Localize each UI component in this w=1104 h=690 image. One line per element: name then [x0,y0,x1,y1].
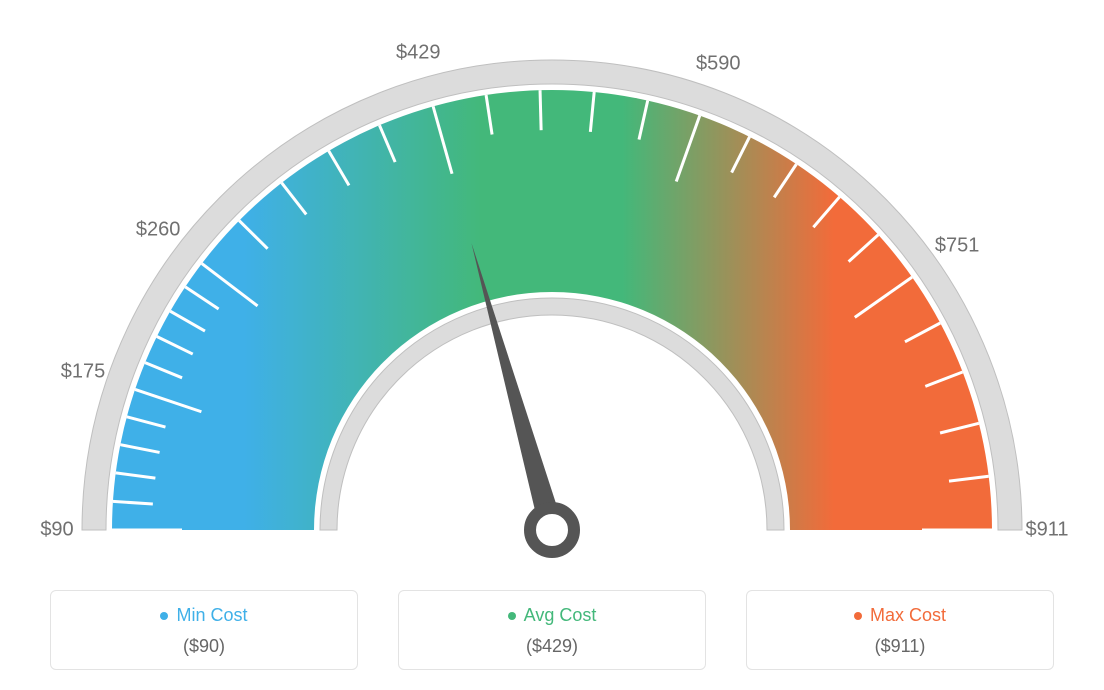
tick-label: $175 [61,360,106,383]
legend-value: ($90) [61,636,347,657]
legend-row: Min Cost ($90) Avg Cost ($429) Max Cost … [50,590,1054,670]
legend-title-avg: Avg Cost [508,605,597,626]
dot-icon [160,612,168,620]
tick-label: $429 [396,42,441,65]
legend-card-avg: Avg Cost ($429) [398,590,706,670]
legend-label: Min Cost [176,605,247,626]
tick-label: $590 [696,52,741,75]
legend-card-min: Min Cost ($90) [50,590,358,670]
dot-icon [508,612,516,620]
dot-icon [854,612,862,620]
gauge-chart-container: $90 $175 $260 $429 $590 $751 $911 Min Cost ($9… [0,0,1104,690]
legend-value: ($429) [409,636,695,657]
legend-label: Avg Cost [524,605,597,626]
legend-title-max: Max Cost [854,605,946,626]
legend-label: Max Cost [870,605,946,626]
tick-label: $260 [136,219,181,242]
gauge-area: $90 $175 $260 $429 $590 $751 $911 [0,0,1104,560]
legend-value: ($911) [757,636,1043,657]
tick-label: $90 [40,519,73,542]
tick-label: $911 [1025,519,1068,542]
legend-card-max: Max Cost ($911) [746,590,1054,670]
gauge-svg [0,0,1104,560]
tick-label: $751 [935,234,980,257]
legend-title-min: Min Cost [160,605,247,626]
